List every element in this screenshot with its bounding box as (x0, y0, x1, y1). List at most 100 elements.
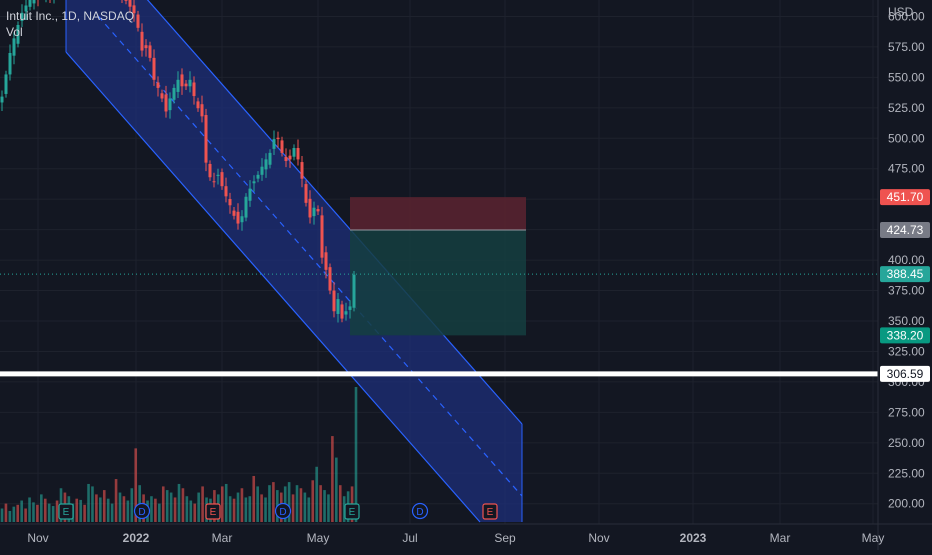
time-axis[interactable]: Nov 2022 Mar May Jul Sep Nov 2023 Mar May (0, 523, 932, 545)
volume-bar (43, 498, 47, 522)
marker-label: E (210, 507, 217, 518)
volume-bar (189, 500, 193, 522)
marker-frame (482, 503, 498, 520)
price-tick-label: 500.00 (888, 131, 925, 145)
volume-bar (130, 488, 134, 522)
marker-label: E (487, 507, 494, 518)
volume-bar (240, 488, 244, 522)
candle-body (340, 304, 344, 319)
volume-bar (272, 482, 275, 522)
time-tick-label: Nov (27, 531, 48, 545)
candle-body (308, 198, 312, 218)
volume-bar (268, 485, 271, 522)
candle-body (344, 311, 348, 315)
candle-body (200, 104, 204, 117)
channel-fill (66, 0, 522, 522)
candle-body (16, 24, 20, 44)
volume-bar (36, 504, 39, 522)
volume-bar (134, 448, 138, 522)
volume-bar (287, 482, 291, 522)
dividend-marker[interactable]: D (411, 502, 429, 520)
earnings-marker[interactable]: E (205, 503, 221, 520)
price-tag-text: 306.59 (887, 367, 924, 381)
candle-body (332, 290, 336, 312)
time-tick-label: May (307, 531, 330, 545)
volume-bar (185, 496, 189, 522)
price-axis[interactable]: 200.00225.00250.00275.00300.00325.00350.… (877, 0, 930, 550)
channel-median-line[interactable] (97, 15, 523, 497)
volume-bar (252, 475, 256, 522)
candle-body (320, 215, 324, 258)
dividend-marker[interactable]: D (133, 502, 151, 520)
volume-bar (342, 496, 346, 522)
volume-bar (122, 496, 126, 522)
regression-channel[interactable] (65, 0, 523, 523)
overlay-lines (0, 273, 878, 377)
volume-bar (32, 502, 35, 522)
time-tick-label: 2022 (123, 531, 150, 545)
volume-bar (165, 490, 169, 522)
candle-body (280, 140, 284, 153)
volume-bar (8, 510, 12, 522)
earnings-marker[interactable]: E (58, 503, 74, 520)
short-position-tool[interactable] (350, 197, 526, 336)
candle-body (296, 148, 300, 160)
time-tick-label: Mar (770, 531, 791, 545)
candle-body (188, 79, 192, 87)
volume-bar (114, 479, 118, 522)
volume-bar (327, 494, 330, 522)
stop-loss-zone[interactable] (350, 197, 526, 230)
candle-body (132, 5, 136, 14)
channel-lower-line[interactable] (65, 51, 481, 523)
volume-bar (102, 490, 106, 522)
candle-body (304, 184, 308, 203)
volume-bar (307, 497, 311, 522)
earnings-marker[interactable]: E (482, 503, 498, 520)
candle-body (28, 0, 32, 7)
candle-body (272, 139, 276, 149)
volume-bar (154, 498, 157, 522)
price-tick-label: 550.00 (888, 70, 925, 84)
candle-body (24, 5, 28, 12)
candle-body (300, 162, 304, 179)
price-tag-last[interactable] (880, 266, 930, 283)
take-profit-zone[interactable] (350, 229, 526, 336)
volume-bar (4, 503, 8, 522)
volume-bar (79, 499, 82, 522)
candle-body (324, 252, 328, 270)
price-tag-stop[interactable] (880, 189, 930, 206)
candle-body (328, 267, 332, 291)
volume-label[interactable]: Vol (6, 25, 23, 39)
candle-body (168, 98, 172, 111)
symbol-title[interactable]: Intuit Inc., 1D, NASDAQ (6, 9, 135, 23)
candle-body (136, 14, 140, 28)
volume-bar (28, 497, 31, 522)
price-tag-entry[interactable] (880, 221, 930, 238)
volume-bar (12, 506, 16, 522)
candle-body (0, 96, 4, 103)
currency-label: USD (888, 5, 914, 19)
dividend-marker[interactable]: D (274, 502, 292, 520)
price-tag-target[interactable] (880, 327, 930, 344)
volume-bar (177, 483, 181, 522)
candle-body (228, 199, 232, 206)
volume-bar (91, 486, 94, 522)
volume-bar (260, 494, 263, 522)
candle-body (32, 0, 36, 4)
candle-body (260, 166, 264, 175)
candle-body (204, 115, 208, 163)
candle-body (236, 211, 240, 224)
volume-bar (118, 492, 122, 522)
price-tag-level[interactable] (880, 365, 930, 382)
channel-upper-line[interactable] (130, 0, 523, 425)
earnings-marker[interactable]: E (344, 503, 360, 520)
candle-body (156, 82, 160, 88)
volume-bar (256, 486, 259, 522)
candle-body (244, 196, 248, 218)
candle-body (252, 181, 256, 184)
price-tick-label: 325.00 (888, 344, 925, 358)
marker-frame (205, 503, 221, 520)
